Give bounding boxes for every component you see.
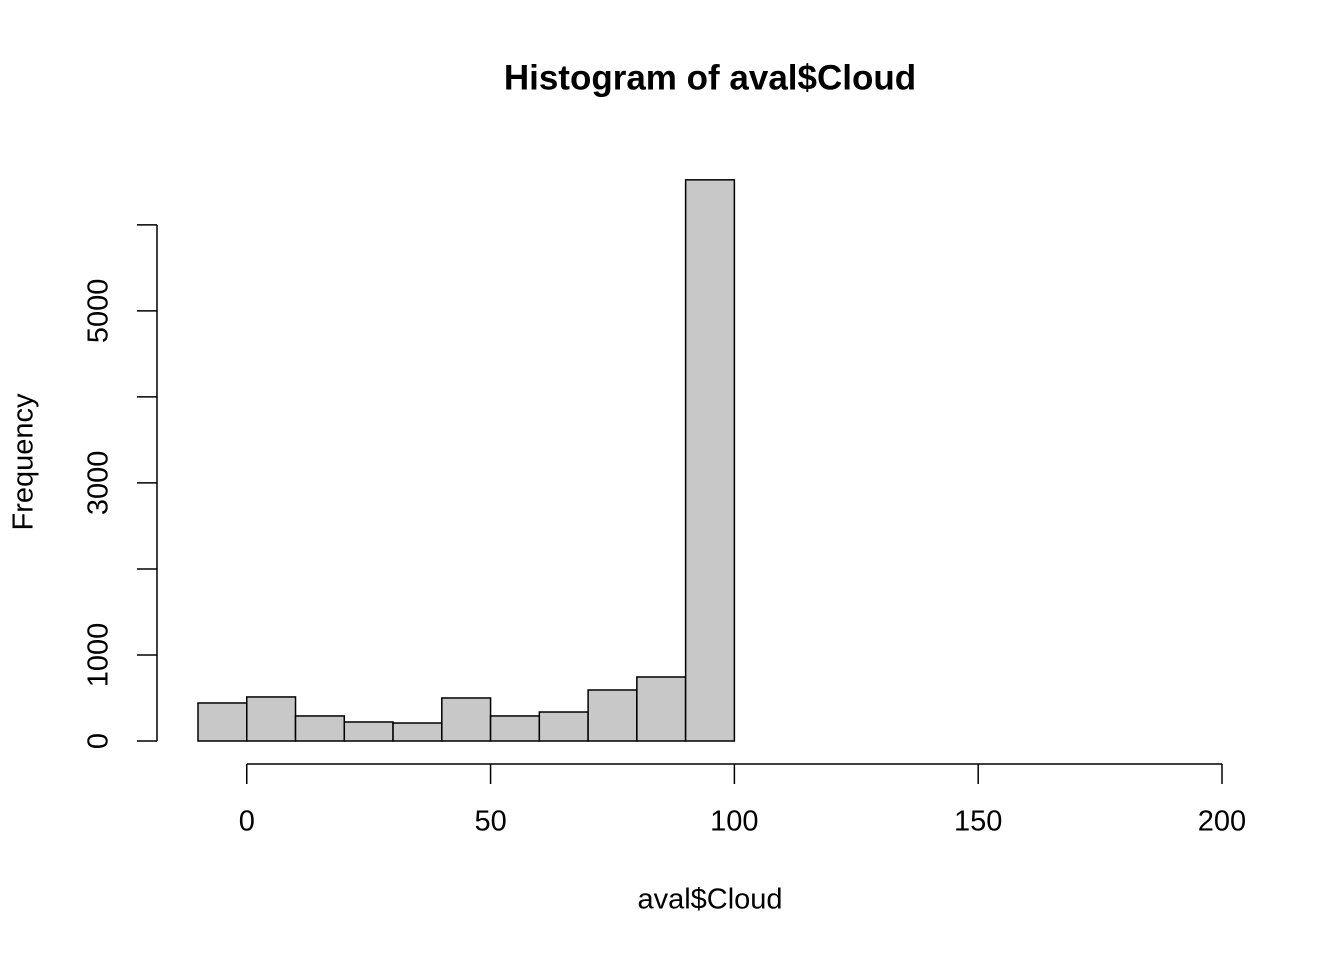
- x-axis-label: aval$Cloud: [637, 884, 782, 916]
- y-tick-label: 3000: [83, 451, 115, 516]
- bar: [684, 179, 736, 742]
- x-tick-label: 200: [1198, 806, 1246, 838]
- x-tick-label: 50: [474, 806, 506, 838]
- x-tick-label: 0: [239, 806, 255, 838]
- y-axis-label: Frequency: [8, 393, 40, 531]
- bar: [294, 715, 346, 742]
- bar: [636, 676, 687, 742]
- bar: [587, 689, 638, 742]
- x-tick-label: 150: [954, 806, 1002, 838]
- bar: [441, 697, 492, 742]
- bar: [538, 711, 589, 742]
- bar: [489, 715, 541, 742]
- bar: [392, 722, 443, 742]
- y-tick-label: 1000: [83, 623, 115, 688]
- chart-title: Histogram of aval$Cloud: [504, 58, 916, 97]
- bar: [197, 702, 248, 742]
- y-tick-label: 5000: [83, 279, 115, 344]
- y-tick-label: 0: [83, 733, 115, 749]
- bar: [246, 696, 297, 742]
- x-tick-label: 100: [710, 806, 758, 838]
- bar: [343, 721, 394, 742]
